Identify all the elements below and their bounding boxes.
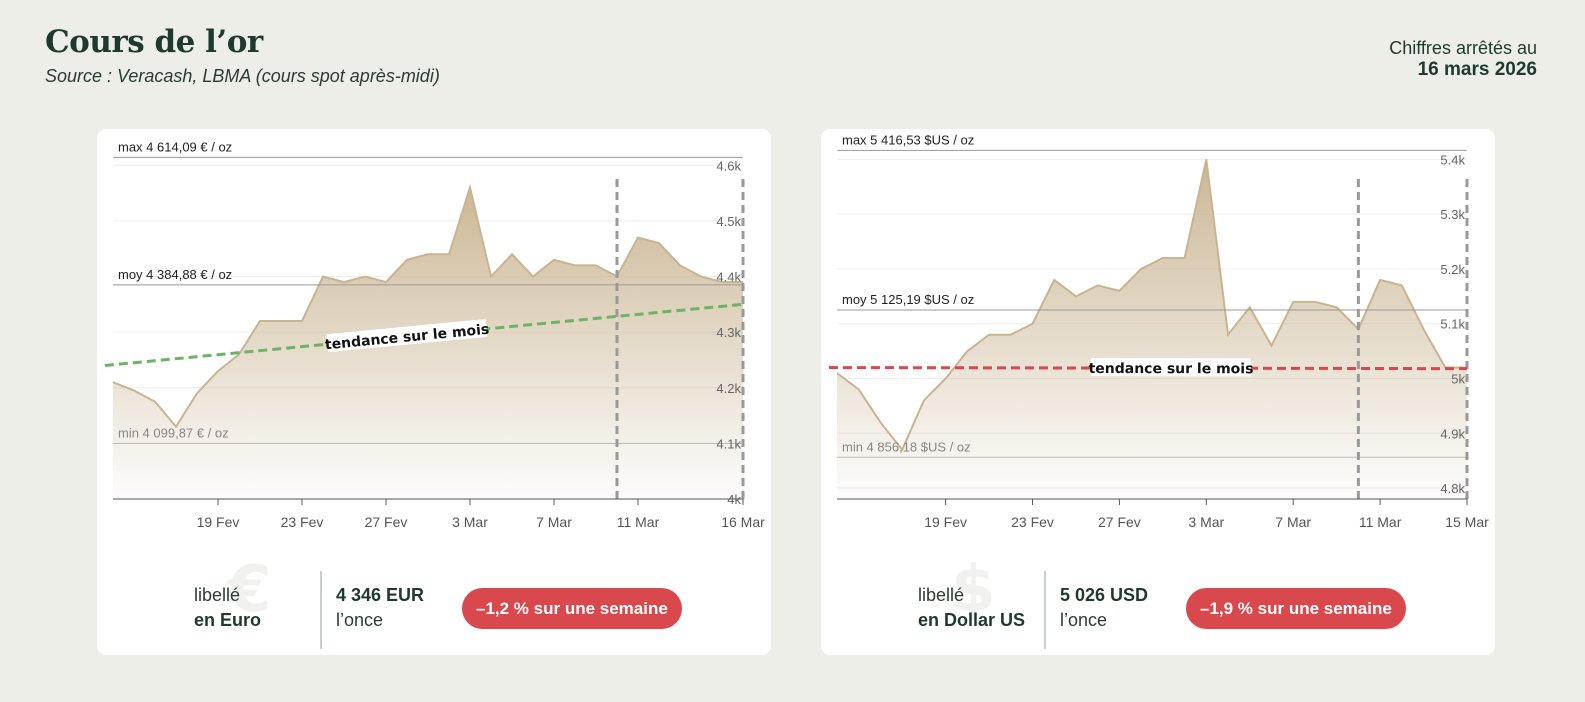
y-tick-label: 4.4k (716, 270, 741, 285)
x-tick-label: 11 Mar (617, 514, 660, 530)
price-line (112, 183, 743, 429)
dollar-icon: $ (951, 553, 996, 627)
page-title: Cours de l’or (45, 24, 263, 60)
gold-eur-chart: max 4 614,09 € / oz moy 4 384,88 € / oz mi… (104, 139, 765, 530)
trend-line (828, 366, 1468, 371)
price-block: 4 346 EUR l’once (336, 583, 424, 633)
price-unit: l’once (1060, 610, 1108, 630)
y-tick-label: 4.6k (716, 158, 741, 173)
weekly-change-badge: –1,2 % sur une semaine (462, 588, 682, 629)
y-tick-label: 4.1k (716, 436, 741, 451)
y-tick-label: 4.5k (716, 214, 741, 229)
date-prefix: Chiffres arrêtés au (1389, 38, 1537, 58)
x-tick-label: 7 Mar (1275, 514, 1311, 530)
x-tick-label: 23 Fev (1011, 514, 1054, 530)
page-subtitle: Source : Veracash, LBMA (cours spot aprè… (45, 66, 440, 86)
card-footer: € libellé en Euro 4 346 EUR l’once –1,2 … (97, 551, 771, 649)
y-tick-label: 4.8k (1440, 481, 1465, 496)
currency-label: libellé en Dollar US (918, 583, 1025, 633)
max-label: max 4 614,09 € / oz (118, 139, 232, 154)
price-line (836, 159, 1467, 452)
gold-eur-card: max 4 614,09 € / oz moy 4 384,88 € / oz mi… (97, 129, 771, 655)
price-unit: l’once (336, 610, 384, 630)
x-tick-label: 7 Mar (536, 514, 572, 530)
y-tick-label: 5.3k (1440, 207, 1465, 222)
x-tick-label: 19 Fev (924, 514, 967, 530)
price-value: 4 346 EUR (336, 585, 425, 605)
date-value: 16 mars 2026 (1417, 59, 1537, 80)
x-tick-label: 27 Fev (1098, 514, 1141, 530)
gold-usd-chart: max 5 416,53 $US / oz moy 5 125,19 $US / … (828, 132, 1489, 530)
y-tick-label: 4.2k (716, 381, 741, 396)
currency-name: en Dollar US (918, 610, 1026, 630)
y-tick-label: 4.3k (716, 325, 741, 340)
y-tick-label: 5.2k (1440, 262, 1465, 277)
x-tick-label: 27 Fev (365, 514, 408, 530)
weekly-change-badge: –1,9 % sur une semaine (1186, 588, 1406, 629)
price-block: 5 026 USD l’once (1060, 583, 1148, 633)
trend-line (104, 302, 744, 367)
x-tick-label: 16 Mar (721, 514, 765, 530)
footer-divider (1044, 571, 1046, 649)
max-label: max 5 416,53 $US / oz (842, 132, 974, 147)
x-tick-label: 23 Fev (281, 514, 324, 530)
y-tick-label: 5.1k (1440, 317, 1465, 332)
euro-icon: € (227, 553, 272, 627)
x-tick-label: 3 Mar (1188, 514, 1224, 530)
trend-label-bg (326, 318, 488, 353)
trend-label-bg (1090, 358, 1252, 377)
y-tick-label: 5.4k (1440, 152, 1465, 167)
min-label: min 4 856,18 $US / oz (842, 439, 971, 454)
currency-label-top: libellé (918, 585, 965, 605)
currency-label-top: libellé (194, 585, 241, 605)
price-area (837, 159, 1467, 499)
x-tick-label: 3 Mar (452, 514, 488, 530)
mean-label: moy 4 384,88 € / oz (118, 267, 232, 282)
x-tick-label: 11 Mar (1359, 514, 1402, 530)
gold-usd-card: max 5 416,53 $US / oz moy 5 125,19 $US / … (821, 129, 1495, 655)
mean-label: moy 5 125,19 $US / oz (842, 292, 974, 307)
footer-divider (320, 571, 322, 649)
card-footer: $ libellé en Dollar US 5 026 USD l’once … (821, 551, 1495, 649)
x-tick-label: 15 Mar (1445, 514, 1489, 530)
date-block: Chiffres arrêtés au 16 mars 2026 (1389, 38, 1537, 80)
x-tick-label: 19 Fev (197, 514, 240, 530)
trend-label: tendance sur le mois (1089, 361, 1254, 377)
min-label: min 4 099,87 € / oz (118, 425, 229, 440)
y-tick-label: 4.9k (1440, 426, 1465, 441)
currency-label: libellé en Euro (194, 583, 261, 633)
price-value: 5 026 USD (1060, 585, 1149, 605)
currency-name: en Euro (194, 610, 262, 630)
y-tick-label: 5k (1451, 372, 1465, 387)
